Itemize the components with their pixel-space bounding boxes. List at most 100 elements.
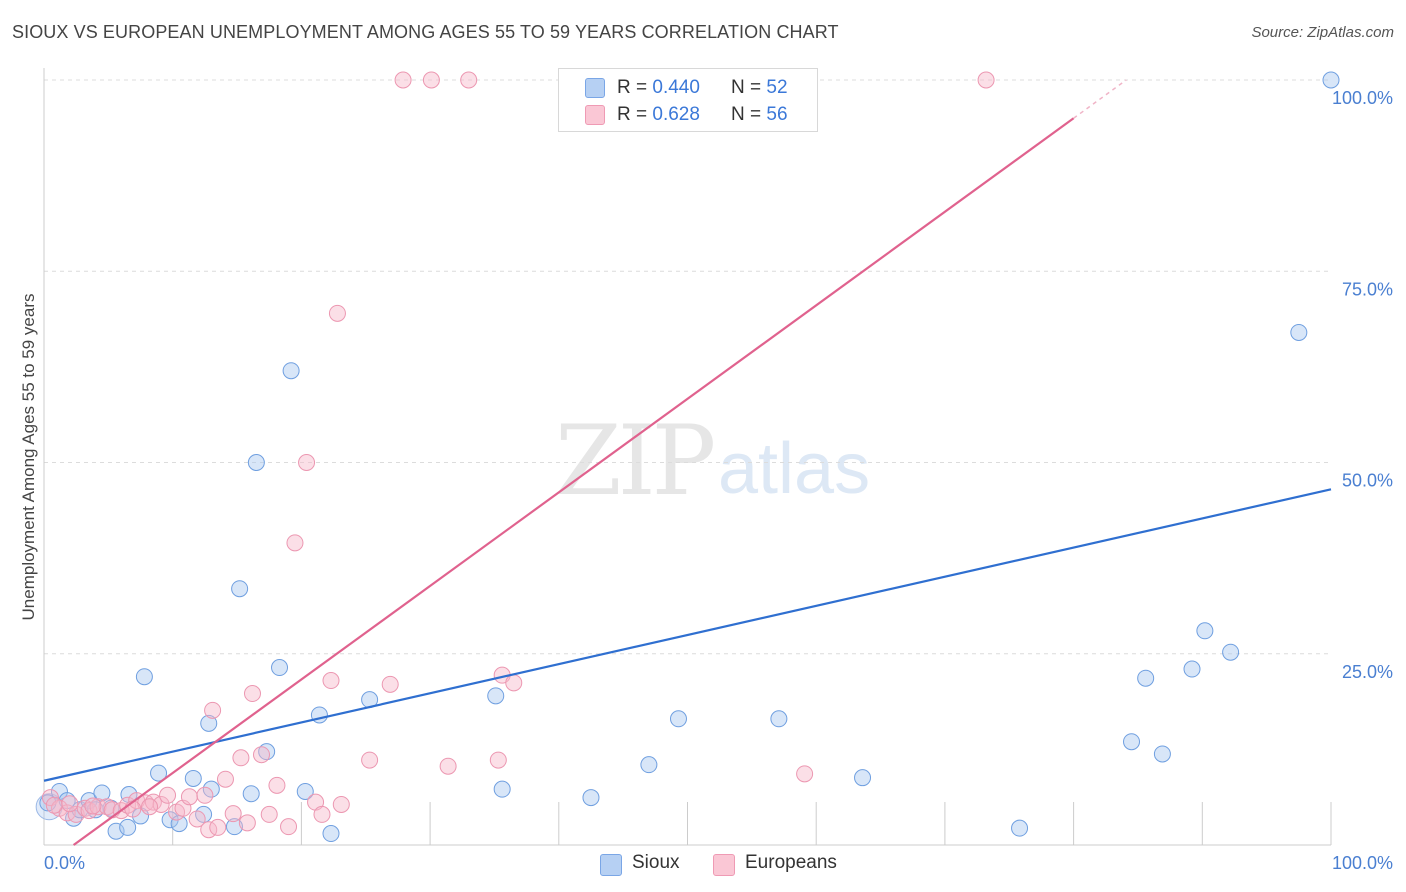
europeans-point	[243, 685, 261, 703]
europeans-point	[89, 798, 107, 816]
europeans-point	[124, 800, 142, 818]
sioux-point	[1137, 669, 1155, 687]
sioux-swatch-icon	[585, 78, 605, 98]
sioux-point	[493, 780, 511, 798]
europeans-point	[238, 814, 256, 832]
europeans-point	[61, 795, 79, 813]
sioux-point	[1322, 71, 1340, 89]
europeans-point	[253, 746, 271, 764]
europeans-point	[67, 805, 85, 823]
legend-r-europeans: R = 0.628	[617, 104, 700, 126]
europeans-swatch-icon	[585, 105, 605, 125]
gridlines	[44, 79, 1331, 655]
sioux-point	[242, 785, 260, 803]
sioux-point	[770, 710, 788, 728]
europeans-point	[180, 788, 198, 806]
sioux-point	[271, 659, 289, 677]
sioux-point	[135, 668, 153, 686]
europeans-point	[313, 805, 331, 823]
sioux-trend-line	[43, 488, 1332, 782]
sioux-point	[184, 769, 202, 787]
sioux-point	[258, 743, 276, 761]
europeans-point	[332, 795, 350, 813]
legend-r-sioux: R = 0.440	[617, 77, 700, 99]
y-tick-label: 50.0%	[1342, 471, 1393, 491]
source-label: Source: ZipAtlas.com	[1251, 24, 1394, 41]
europeans-point	[328, 304, 346, 322]
europeans-point	[439, 757, 457, 775]
europeans-point	[196, 786, 214, 804]
europeans-trend-extension	[1073, 79, 1127, 119]
r-label: R =	[617, 77, 648, 98]
axes	[43, 68, 1332, 846]
europeans-point	[286, 534, 304, 552]
europeans-point	[977, 71, 995, 89]
europeans-point	[224, 805, 242, 823]
r-label: R =	[617, 104, 648, 125]
europeans-point	[84, 797, 102, 815]
sioux-point	[322, 825, 340, 843]
europeans-point	[505, 674, 523, 692]
europeans-point	[260, 805, 278, 823]
europeans-legend-icon	[713, 854, 735, 876]
europeans-point	[98, 798, 116, 816]
sioux-point	[296, 782, 314, 800]
europeans-point	[216, 770, 234, 788]
sioux-point	[1222, 643, 1240, 661]
sioux-point	[231, 580, 249, 598]
sioux-point	[150, 764, 168, 782]
y-axis-label: Unemployment Among Ages 55 to 59 years	[19, 294, 38, 621]
sioux-legend-icon	[600, 854, 622, 876]
watermark-atlas: atlas	[718, 429, 871, 509]
trend-lines	[43, 79, 1332, 846]
europeans-point	[141, 798, 159, 816]
sioux-point	[1123, 733, 1141, 751]
sioux-point	[119, 818, 137, 836]
sioux-point	[487, 687, 505, 705]
europeans-point	[204, 701, 222, 719]
sioux-point	[854, 769, 872, 787]
n-label: N =	[731, 104, 762, 125]
tick-labels: 25.0% 50.0% 75.0% 100.0% 0.0% 100.0%	[44, 88, 1393, 873]
europeans-point	[280, 818, 298, 836]
europeans-point	[489, 751, 507, 769]
sioux-point	[1011, 819, 1029, 837]
sioux-point	[669, 710, 687, 728]
y-tick-label: 75.0%	[1342, 279, 1393, 299]
chart-title: SIOUX VS EUROPEAN UNEMPLOYMENT AMONG AGE…	[12, 22, 839, 42]
sioux-legend-label: Sioux	[632, 852, 680, 873]
sioux-point	[1290, 323, 1308, 341]
europeans-point	[422, 71, 440, 89]
legend-row-europeans: R = 0.628 N = 56	[559, 102, 817, 128]
sioux-point	[202, 780, 220, 798]
europeans-point	[188, 810, 206, 828]
correlation-legend: R = 0.440 N = 52 R = 0.628 N = 56	[558, 68, 818, 132]
sioux-point	[282, 362, 300, 380]
y-tick-label: 25.0%	[1342, 662, 1393, 682]
n-value-sioux: 52	[766, 77, 788, 98]
europeans-point	[394, 71, 412, 89]
data-points	[35, 71, 1340, 843]
europeans-point	[381, 675, 399, 693]
sioux-point	[1153, 745, 1171, 763]
sioux-point	[225, 818, 243, 836]
watermark-zip: ZIP	[555, 405, 716, 517]
legend-row-sioux: R = 0.440 N = 52	[559, 75, 817, 101]
europeans-point	[460, 71, 478, 89]
sioux-point	[640, 756, 658, 774]
europeans-point	[796, 765, 814, 783]
sioux-point	[1196, 622, 1214, 640]
legend-n-sioux: N = 52	[731, 77, 788, 99]
europeans-trend-line	[72, 117, 1075, 846]
y-tick-label: 100.0%	[1332, 88, 1393, 108]
r-value-sioux: 0.440	[652, 77, 700, 98]
n-label: N =	[731, 77, 762, 98]
europeans-point	[209, 818, 227, 836]
europeans-point	[159, 786, 177, 804]
europeans-point	[232, 749, 250, 767]
europeans-point	[268, 776, 286, 794]
europeans-legend-label: Europeans	[745, 852, 837, 873]
sioux-point	[1183, 660, 1201, 678]
sioux-point	[582, 789, 600, 807]
